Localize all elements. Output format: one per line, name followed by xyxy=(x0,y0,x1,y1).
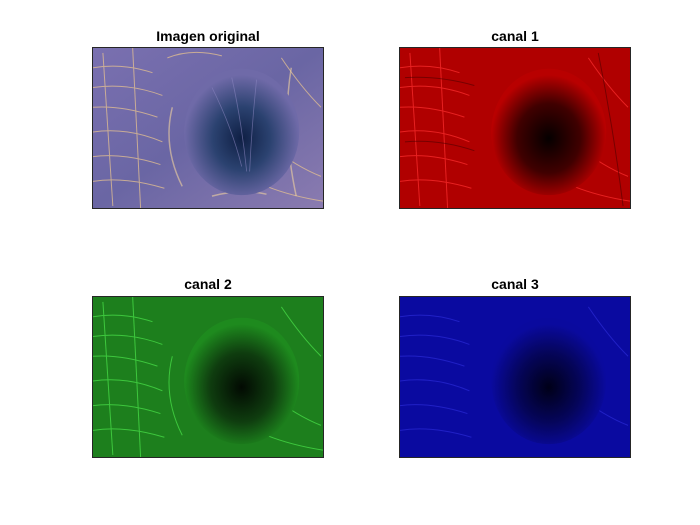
axes-original-image xyxy=(92,47,324,209)
green-channel-image xyxy=(93,297,323,457)
panel-title-original: Imagen original xyxy=(156,28,260,44)
blue-channel-image xyxy=(400,297,630,457)
panel-title-channel-1: canal 1 xyxy=(491,28,539,44)
red-channel-image xyxy=(400,48,630,208)
axes-channel-3-image xyxy=(399,296,631,458)
original-image xyxy=(93,48,323,208)
axes-channel-1-image xyxy=(399,47,631,209)
panel-title-channel-2: canal 2 xyxy=(184,276,232,292)
axes-channel-2-image xyxy=(92,296,324,458)
panel-title-channel-3: canal 3 xyxy=(491,276,539,292)
